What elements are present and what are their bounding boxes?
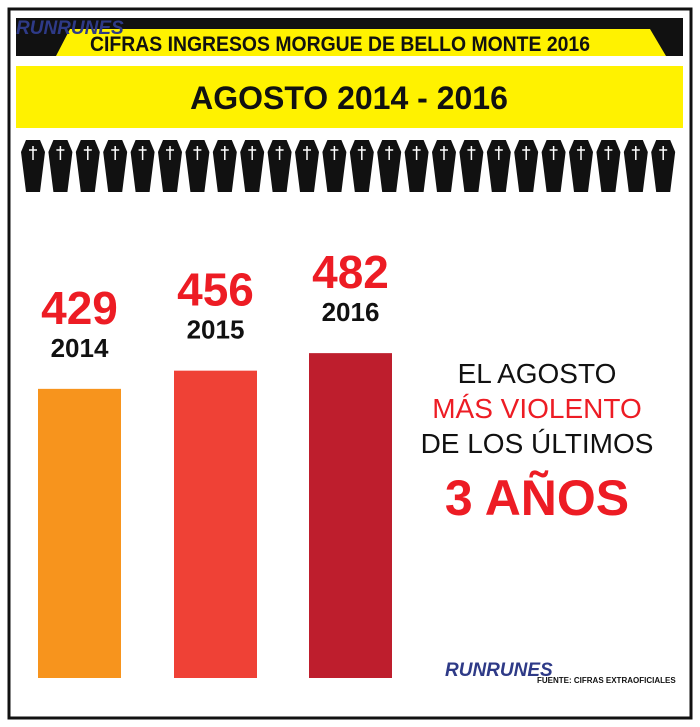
chart-title: CIFRAS INGRESOS MORGUE DE BELLO MONTE 20… — [90, 33, 590, 56]
coffin — [185, 140, 210, 192]
coffin — [377, 140, 402, 192]
coffin — [569, 140, 593, 192]
bar — [38, 388, 121, 678]
chart-subtitle: AGOSTO 2014 - 2016 — [190, 80, 508, 116]
annotation: DE LOS ÚLTIMOS — [421, 428, 654, 459]
coffin — [103, 140, 128, 192]
coffin — [349, 140, 374, 192]
value-label: 482 — [312, 246, 389, 298]
category-label: 2014 — [51, 333, 109, 363]
coffin — [404, 140, 429, 192]
coffin — [623, 140, 648, 192]
category-label: 2016 — [322, 297, 380, 327]
coffin — [514, 140, 539, 192]
coffin — [267, 140, 292, 192]
coffin — [651, 140, 676, 192]
bar — [309, 353, 392, 678]
coffin — [212, 140, 237, 192]
value-label: 429 — [41, 282, 118, 334]
bar — [174, 370, 257, 678]
coffin-row — [21, 140, 676, 192]
coffin — [486, 140, 511, 192]
brand-logo: RUNRUNES — [16, 18, 124, 39]
coffin — [130, 140, 155, 192]
brand-logo: RUNRUNES — [445, 660, 553, 681]
source: FUENTE: CIFRAS EXTRAOFICIALES — [537, 676, 676, 685]
coffin — [541, 140, 566, 192]
coffin — [322, 140, 347, 192]
coffin — [21, 140, 45, 192]
title-tab — [56, 29, 666, 56]
annotation: EL AGOSTO — [458, 358, 617, 389]
coffin — [75, 140, 100, 192]
annotation: 3 AÑOS — [445, 470, 629, 526]
category-label: 2015 — [187, 315, 245, 345]
value-label: 456 — [177, 264, 254, 316]
coffin — [48, 140, 73, 192]
coffin — [432, 140, 456, 192]
coffin — [240, 140, 265, 192]
coffin — [596, 140, 621, 192]
coffin — [158, 140, 182, 192]
subtitle-box — [16, 66, 683, 128]
coffin — [295, 140, 319, 192]
coffin — [459, 140, 484, 192]
annotation: MÁS VIOLENTO — [432, 393, 642, 424]
